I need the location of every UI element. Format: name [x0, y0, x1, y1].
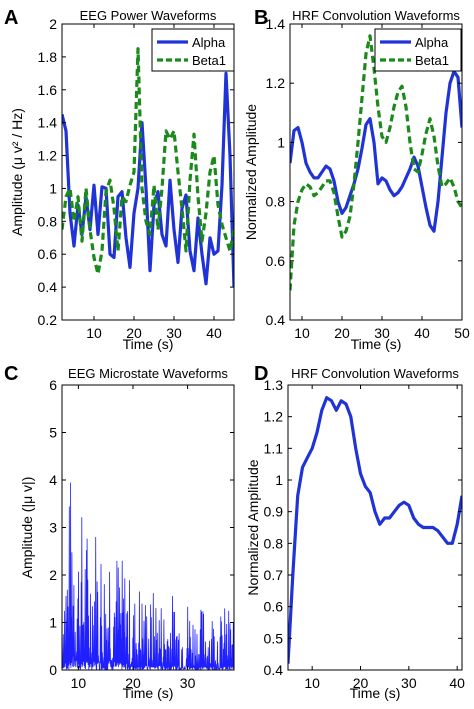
- y-tick-label: 1.1: [264, 440, 284, 456]
- legend-box: [151, 28, 235, 72]
- panel-letter: A: [4, 7, 18, 29]
- y-tick-label: 1: [49, 615, 57, 631]
- x-tick-label: 20: [353, 675, 369, 691]
- y-tick-label: 2: [49, 567, 57, 583]
- legend-label: Beta1: [415, 53, 449, 68]
- panel-letter: B: [254, 7, 268, 29]
- legend-label: Alpha: [415, 35, 449, 50]
- y-tick-label: 1.4: [38, 115, 58, 131]
- y-tick-label: 0.9: [264, 504, 284, 520]
- plot-frame: [287, 384, 463, 671]
- y-tick-label: 0.6: [266, 253, 286, 269]
- legend: Alpha Beta1: [151, 28, 235, 72]
- y-tick-label: 0.4: [264, 662, 284, 678]
- y-tick-label: 6: [49, 377, 57, 393]
- panel-B: B HRF Convolution Waveforms 0.4 0.6 0.8 1 1.2 1…: [243, 7, 470, 352]
- x-tick-label: 10: [71, 675, 87, 691]
- legend: Alpha Beta1: [374, 28, 462, 72]
- x-axis-label: Time (s): [123, 685, 174, 701]
- panel-A: A EEG Power Waveforms 0.2 0.4 0.6 0.8 1 1.2 1.4 1…: [4, 7, 235, 352]
- series-line-trace-0: [62, 482, 234, 670]
- x-tick-label: 30: [374, 325, 390, 341]
- y-tick-label: 1.2: [38, 148, 58, 164]
- y-tick-label: 1.8: [38, 49, 58, 65]
- series-line-trace-0: [288, 396, 462, 664]
- y-tick-label: 0.2: [38, 312, 58, 328]
- y-tick-label: 1.6: [38, 82, 58, 98]
- y-axis-label: Normalized Amplitude: [245, 459, 261, 595]
- y-tick-label: 0.5: [264, 630, 284, 646]
- y-tick-label: 0.8: [38, 213, 58, 229]
- y-tick-label: 5: [49, 425, 57, 441]
- x-tick-label: 30: [401, 675, 417, 691]
- y-tick-label: 0.6: [38, 246, 58, 262]
- y-tick-label: 0.8: [266, 194, 286, 210]
- x-tick-label: 40: [449, 675, 465, 691]
- y-tick-label: 0.7: [264, 567, 284, 583]
- series-line-alpha: [290, 69, 462, 233]
- x-tick-label: 10: [294, 325, 310, 341]
- y-tick-label: 0.6: [264, 599, 284, 615]
- plot-frame: [289, 23, 463, 321]
- legend-label: Alpha: [192, 35, 226, 50]
- x-axis-label: Time (s): [350, 685, 401, 701]
- x-tick-label: 30: [166, 325, 182, 341]
- y-tick-label: 1: [49, 180, 57, 196]
- plot-frame: [61, 23, 235, 321]
- chart-title: HRF Convolution Waveforms: [291, 366, 459, 381]
- x-tick-label: 50: [454, 325, 470, 341]
- x-tick-label: 20: [125, 675, 141, 691]
- panel-D: D HRF Convolution Waveforms 0.4 0.5 0.6 0.7 0.…: [245, 363, 465, 701]
- chart-title: EEG Microstate Waveforms: [68, 366, 228, 381]
- panel-letter: C: [4, 363, 18, 385]
- y-tick-label: 1.2: [266, 75, 286, 91]
- legend-label: Beta1: [192, 53, 226, 68]
- x-tick-label: 30: [180, 675, 196, 691]
- y-tick-label: 4: [49, 472, 57, 488]
- legend-box: [374, 28, 462, 72]
- x-tick-label: 40: [414, 325, 430, 341]
- y-tick-label: 1.3: [264, 377, 284, 393]
- chart-title: HRF Convolution Waveforms: [292, 8, 460, 23]
- y-tick-label: 3: [49, 520, 57, 536]
- panel-C: C EEG Microstate Waveforms 0 1 2 3 4 5 6 10 20 30 Ti…: [4, 363, 235, 701]
- y-tick-label: 1.4: [266, 16, 286, 32]
- y-axis-label: Normalized Amplitude: [243, 104, 259, 240]
- y-axis-label: Amplitude (μ v² / Hz): [9, 108, 25, 236]
- y-tick-label: 0.4: [38, 279, 58, 295]
- y-tick-label: 1.2: [264, 409, 284, 425]
- x-axis-label: Time (s): [351, 336, 402, 352]
- series-line-beta1: [62, 47, 234, 276]
- y-tick-label: 0.4: [266, 312, 286, 328]
- x-tick-label: 20: [334, 325, 350, 341]
- y-tick-label: 2: [49, 16, 57, 32]
- y-tick-label: 0.8: [264, 535, 284, 551]
- x-tick-label: 20: [126, 325, 142, 341]
- x-axis-label: Time (s): [123, 336, 174, 352]
- chart-title: EEG Power Waveforms: [80, 8, 217, 23]
- x-tick-label: 10: [304, 675, 320, 691]
- panel-letter: D: [254, 363, 268, 385]
- x-tick-label: 10: [86, 325, 102, 341]
- x-tick-label: 40: [206, 325, 222, 341]
- y-tick-label: 1: [275, 472, 283, 488]
- y-tick-label: 1: [277, 134, 285, 150]
- y-tick-label: 0: [49, 662, 57, 678]
- y-axis-label: Amplitude (|μ v|): [19, 477, 35, 579]
